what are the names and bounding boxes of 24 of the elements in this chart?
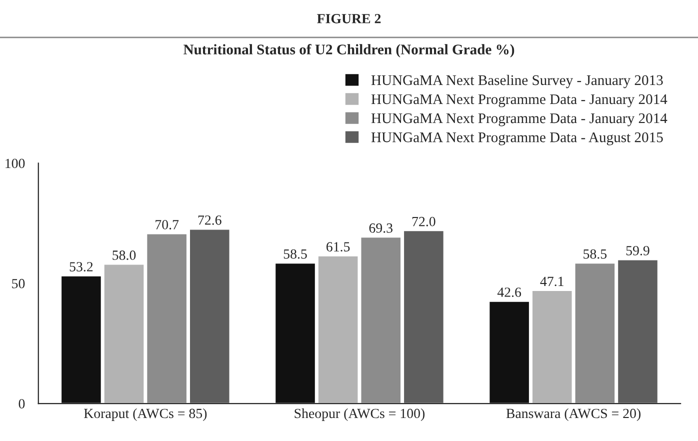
chart-subtitle: Nutritional Status of U2 Children (Normal Grade %) — [184, 44, 514, 58]
legend-label: HUNGaMA Next Baseline Survey - January 2013 — [371, 74, 663, 88]
x-tick-label: Sheopur (AWCs = 100) — [294, 408, 425, 421]
data-label: 70.7 — [156, 220, 179, 230]
x-tick-label: Koraput (AWCs = 85) — [84, 408, 207, 421]
data-label: 58.0 — [112, 250, 136, 260]
y-tick-label: 50 — [12, 278, 25, 288]
data-label: 42.6 — [497, 288, 522, 297]
legend-label: HUNGaMA Next Programme Data - January 2014 — [371, 94, 668, 108]
data-label: 53.2 — [70, 262, 93, 272]
legend-label: HUNGaMA Next Programme Data - January 2014 — [371, 113, 668, 126]
legend-label: HUNGaMA Next Programme Data - August 2015 — [371, 132, 663, 146]
data-label: 72.0 — [412, 216, 436, 226]
data-label: 47.1 — [540, 276, 564, 286]
data-label: 69.3 — [369, 223, 392, 233]
data-label: 58.5 — [584, 249, 607, 259]
data-label: 58.5 — [284, 249, 307, 259]
y-tick-label: 100 — [6, 158, 25, 168]
x-tick-label: Banswara (AWCS = 20) — [506, 408, 640, 421]
chart-title: FIGURE 2 — [317, 14, 381, 24]
data-label: 61.5 — [326, 242, 350, 252]
data-label: 59.9 — [626, 246, 650, 256]
y-tick-label: 0 — [18, 399, 25, 408]
data-label: 72.6 — [198, 215, 222, 225]
